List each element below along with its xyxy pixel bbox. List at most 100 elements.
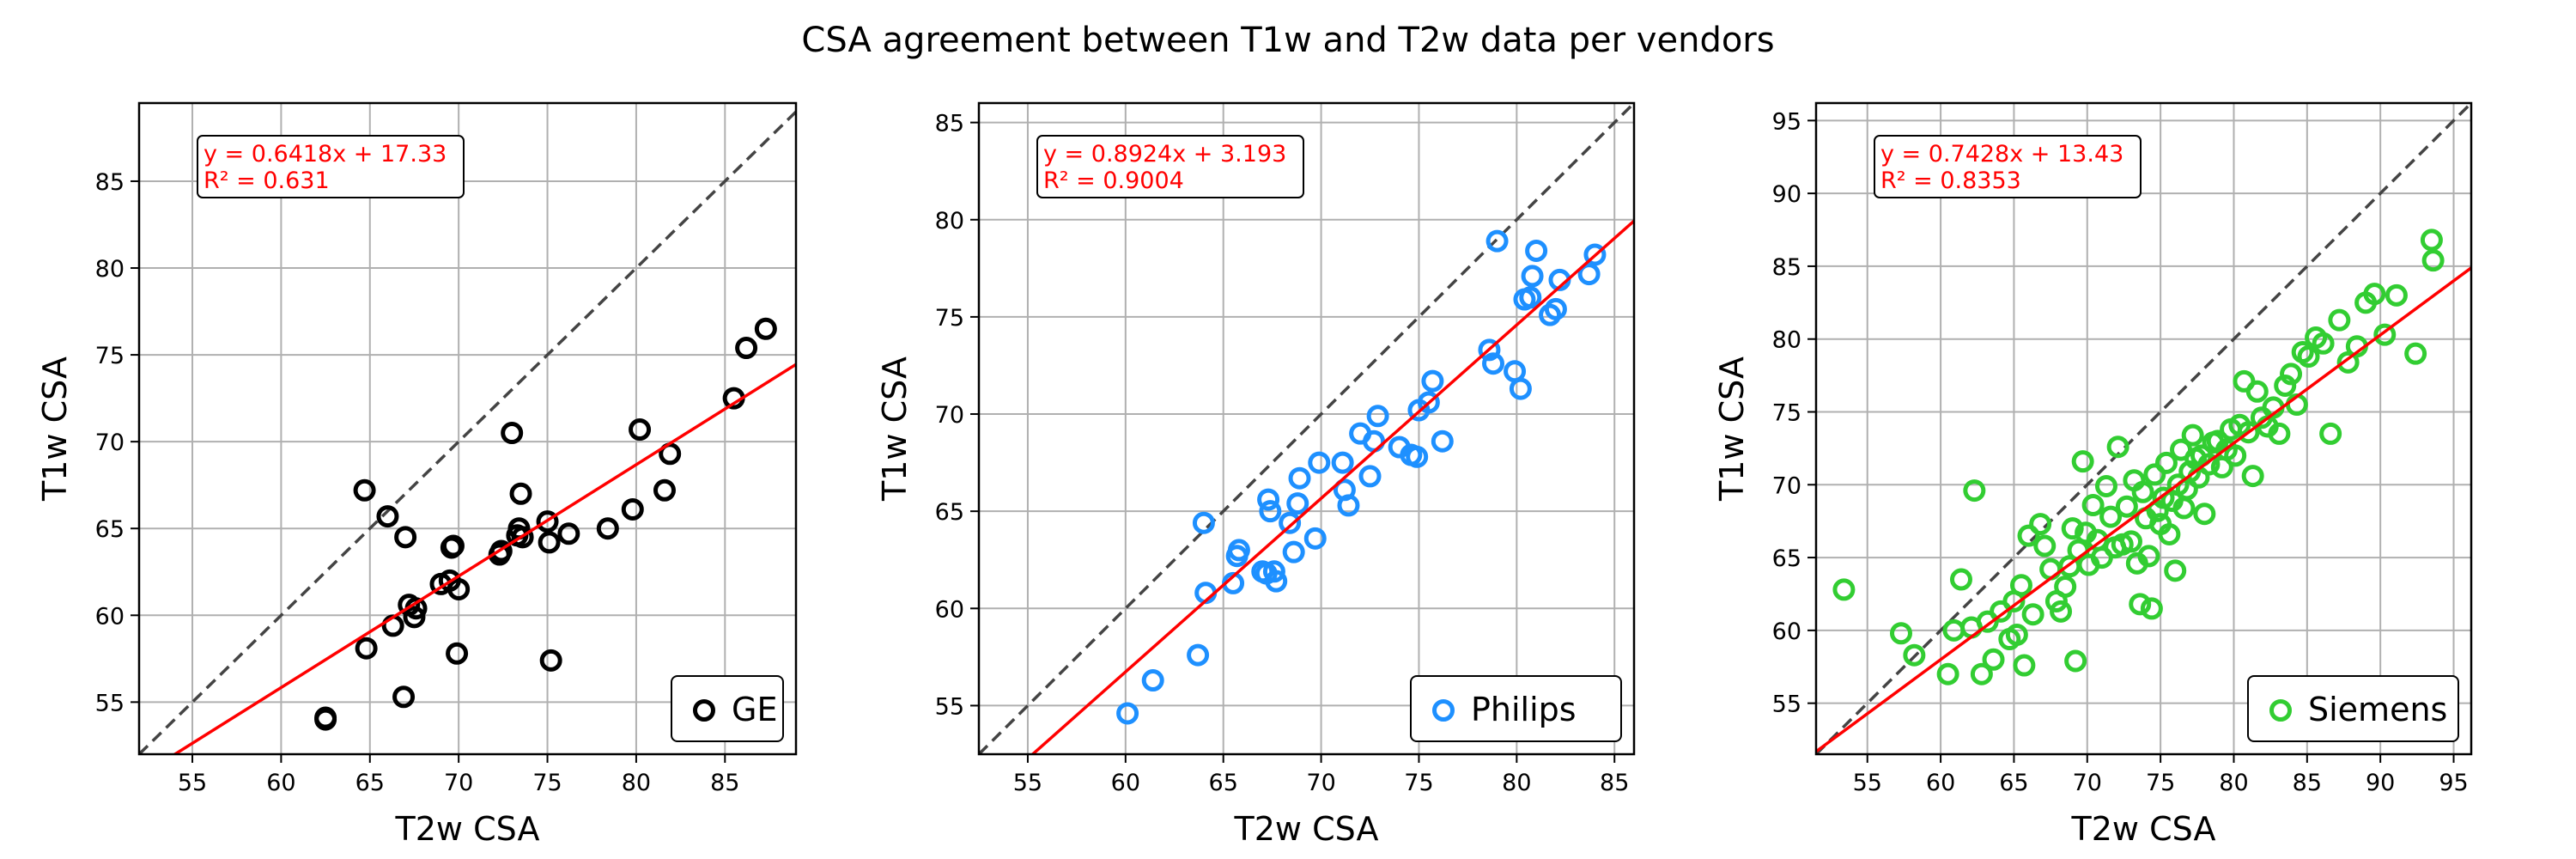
y-tick-label: 85 (1772, 254, 1801, 281)
x-tick-label: 75 (1404, 770, 1433, 796)
legend-label: Philips (1471, 691, 1577, 728)
data-point (403, 606, 426, 629)
plot-area (1816, 103, 2471, 754)
data-point (1421, 369, 1444, 393)
x-tick-label: 65 (1999, 770, 2028, 796)
data-point (2241, 465, 2264, 488)
data-point (2336, 350, 2360, 374)
data-point (511, 526, 534, 549)
y-tick-label: 80 (95, 256, 125, 283)
data-point (621, 497, 644, 521)
data-point (735, 337, 758, 360)
data-point (1583, 243, 1607, 266)
data-point (446, 642, 469, 665)
data-point (2143, 463, 2166, 486)
y-tick-label: 65 (1772, 545, 1801, 572)
axes-frame (977, 101, 1636, 756)
data-point (447, 577, 471, 600)
figure-title: CSA agreement between T1w and T2w data p… (801, 21, 1774, 60)
data-point (353, 478, 376, 502)
data-point (2197, 453, 2221, 476)
legend-box (1410, 675, 1622, 742)
data-point (1577, 263, 1601, 286)
data-point (2064, 649, 2087, 673)
data-point (2373, 323, 2397, 346)
y-tick-label: 55 (935, 693, 964, 720)
data-point (1257, 488, 1280, 511)
data-point (1265, 570, 1288, 593)
legend-marker (1432, 699, 1455, 722)
data-point (653, 478, 676, 502)
data-point (1366, 405, 1389, 428)
y-tick-label: 60 (95, 603, 125, 630)
x-tick-label: 70 (2073, 770, 2102, 796)
y-tick-label: 85 (935, 111, 964, 137)
data-point (1544, 297, 1567, 320)
data-point (2005, 623, 2028, 646)
x-tick-label: 55 (1853, 770, 1882, 796)
plot-area (979, 103, 1634, 754)
data-point (2363, 283, 2386, 306)
ge-scatter-panel: 55 60 65 70 75 80 85 55 60 65 70 75 80 85 T2w CSA T1w C… (36, 101, 798, 848)
data-point (1192, 511, 1215, 534)
data-point (1279, 511, 1302, 534)
data-point (1227, 539, 1250, 562)
data-point (1303, 527, 1327, 550)
y-tick-label: 60 (1772, 618, 1801, 645)
data-point (1485, 229, 1509, 253)
data-point (2154, 451, 2178, 474)
y-tick-label: 75 (95, 343, 125, 369)
regression-equation: y = 0.6418x + 17.33 (204, 141, 447, 168)
data-point (536, 510, 559, 533)
data-point (754, 317, 777, 340)
regression-line (1030, 219, 1634, 754)
legend-marker (693, 699, 715, 722)
x-tick-label: 65 (355, 770, 385, 796)
siemens-scatter-panel: 55 60 65 70 75 80 85 90 95 55 60 65 70 75 80 85 90 95 T2w … (1713, 101, 2473, 848)
x-tick-label: 60 (1111, 770, 1140, 796)
x-tick-label: 80 (1502, 770, 1531, 796)
data-point (2140, 597, 2163, 620)
data-point (1949, 568, 1972, 591)
data-point (2158, 522, 2181, 545)
data-point (2013, 654, 2036, 677)
data-point (489, 539, 513, 563)
x-tick-label: 80 (622, 770, 651, 796)
identity-line (139, 109, 796, 754)
data-point (1936, 662, 1959, 685)
data-point (2297, 345, 2320, 369)
data-point (1308, 451, 1331, 474)
data-point (2193, 503, 2216, 526)
x-tick-label: 85 (2293, 770, 2322, 796)
data-point (2009, 574, 2032, 597)
data-point (1288, 466, 1311, 490)
data-point (1525, 239, 1548, 262)
data-point (2237, 421, 2260, 444)
data-point (2017, 524, 2040, 547)
x-tick-label: 85 (710, 770, 739, 796)
data-point (1982, 648, 2005, 671)
data-point (2385, 283, 2408, 307)
data-point (1262, 560, 1285, 583)
y-tick-label: 55 (95, 690, 125, 716)
data-point (1521, 265, 1544, 288)
x-tick-label: 60 (1926, 770, 1955, 796)
data-point (2164, 559, 2187, 582)
data-point (538, 531, 561, 554)
regression-equation: y = 0.7428x + 13.43 (1880, 141, 2123, 168)
legend-label: GE (732, 691, 777, 728)
x-tick-label: 75 (532, 770, 562, 796)
data-point (2119, 530, 2142, 553)
x-tick-label: 95 (2439, 770, 2468, 796)
y-tick-label: 65 (95, 516, 125, 543)
data-point (596, 517, 619, 540)
legend-box (671, 675, 784, 742)
data-point (1963, 479, 1986, 503)
regression-line (172, 362, 796, 754)
data-point (2420, 228, 2443, 252)
x-tick-label: 85 (1600, 770, 1629, 796)
axes-frame (137, 101, 798, 756)
data-point (2274, 374, 2297, 397)
